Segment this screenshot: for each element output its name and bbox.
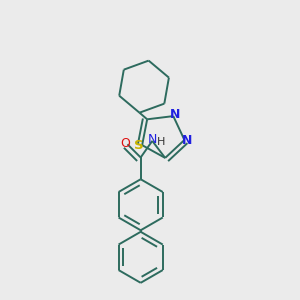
- Text: S: S: [134, 139, 144, 152]
- Text: H: H: [157, 137, 165, 147]
- Text: O: O: [121, 136, 130, 149]
- Text: N: N: [182, 134, 192, 147]
- Text: N: N: [170, 108, 181, 121]
- Text: N: N: [148, 133, 157, 146]
